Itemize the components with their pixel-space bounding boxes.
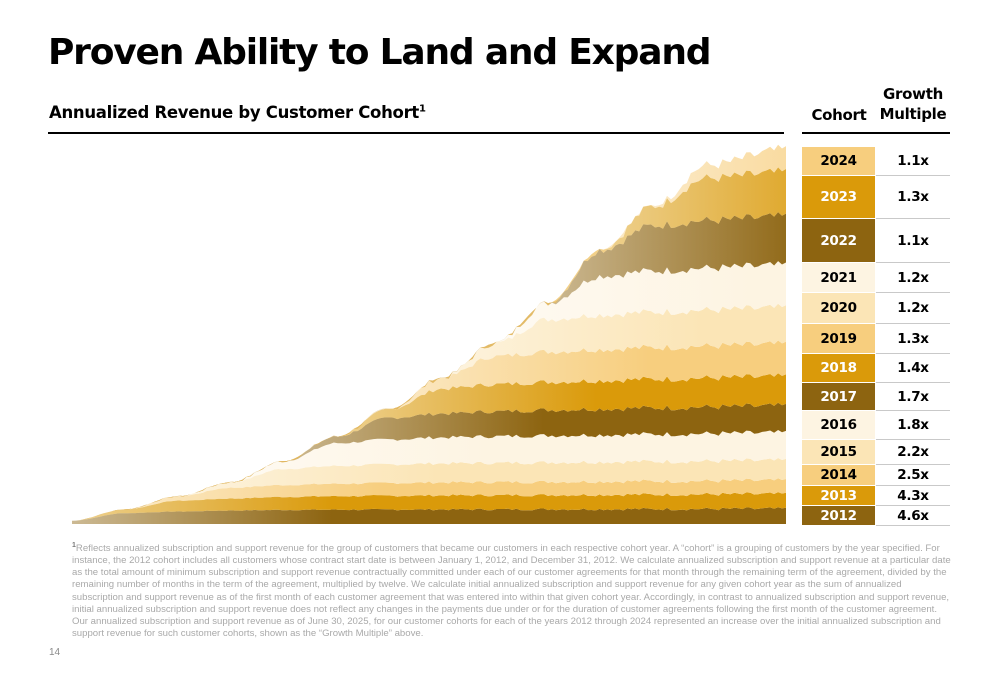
table-row-divider [876, 505, 950, 506]
cohort-cell-2016: 2016 [802, 411, 875, 439]
footnote: 1Reflects annualized subscription and su… [72, 540, 952, 640]
table-row-divider [876, 175, 950, 176]
cohort-area-2016 [72, 430, 786, 521]
cohort-cell-2017: 2017 [802, 383, 875, 410]
table-row-divider [876, 323, 950, 324]
table-row-divider [876, 410, 950, 411]
cohort-area-2020 [72, 303, 786, 521]
cohort-column-header: Cohort [811, 106, 867, 124]
cohort-area-2015 [72, 458, 786, 521]
cohort-cell-2023: 2023 [802, 176, 875, 218]
cohort-area-2012 [72, 507, 786, 524]
growth-header-line2: Multiple [879, 105, 947, 123]
cohort-area-2023 [72, 167, 786, 521]
chart-subtitle: Annualized Revenue by Customer Cohort1 [49, 103, 426, 122]
cohort-cell-2024: 2024 [802, 147, 875, 175]
page-number: 14 [49, 647, 61, 658]
table-row-divider [876, 262, 950, 263]
growth-multiple-cell-2016: 1.8x [897, 417, 929, 433]
table-row-divider [876, 382, 950, 383]
cohort-area-2013 [72, 492, 786, 521]
cohort-cell-2018: 2018 [802, 354, 875, 382]
cohort-cell-2012: 2012 [802, 506, 875, 525]
growth-multiple-cell-2023: 1.3x [897, 189, 929, 205]
growth-multiple-cell-2021: 1.2x [897, 269, 929, 286]
growth-multiple-cell-2013: 4.3x [897, 487, 929, 504]
cohort-area-2022 [72, 212, 786, 521]
subtitle-text: Annualized Revenue by Customer Cohort [49, 103, 420, 122]
cohort-cell-2019: 2019 [802, 324, 875, 353]
growth-multiple-cell-2022: 1.1x [897, 232, 929, 249]
table-row-divider [876, 439, 950, 440]
cohort-cell-2014: 2014 [802, 465, 875, 485]
growth-header-line1: Growth [883, 85, 943, 103]
growth-multiple-cell-2024: 1.1x [897, 153, 929, 169]
growth-multiple-column-header: Growth Multiple [876, 84, 950, 124]
cohort-cell-2022: 2022 [802, 219, 875, 262]
cohort-area-2018 [72, 373, 786, 521]
growth-multiple-cell-2018: 1.4x [897, 360, 929, 376]
table-row-divider [876, 218, 950, 219]
cohort-area-2021 [72, 261, 786, 521]
table-row-divider [876, 353, 950, 354]
growth-multiple-cell-2014: 2.5x [897, 467, 929, 483]
cohort-area-2014 [72, 478, 786, 521]
growth-multiple-cell-2017: 1.7x [897, 388, 929, 405]
table-row-divider [876, 464, 950, 465]
subtitle-footnote-marker: 1 [419, 103, 426, 115]
growth-multiple-cell-2020: 1.2x [897, 300, 929, 316]
cohort-cell-2021: 2021 [802, 263, 875, 292]
footnote-marker: 1 [72, 542, 76, 549]
table-row-divider [876, 525, 950, 526]
table-row-divider [876, 485, 950, 486]
growth-multiple-cell-2019: 1.3x [897, 330, 929, 347]
cohort-cell-2013: 2013 [802, 486, 875, 505]
subtitle-rule [48, 132, 784, 134]
table-row-divider [876, 292, 950, 293]
cohort-cell-2015: 2015 [802, 440, 875, 464]
growth-multiple-cell-2012: 4.6x [897, 507, 929, 524]
footnote-text: Reflects annualized subscription and sup… [72, 543, 951, 639]
slide-title: Proven Ability to Land and Expand [48, 32, 712, 73]
table-header-rule [802, 132, 950, 134]
cohort-cell-2020: 2020 [802, 293, 875, 323]
growth-multiple-cell-2015: 2.2x [897, 444, 929, 460]
cohort-area-2017 [72, 402, 786, 521]
